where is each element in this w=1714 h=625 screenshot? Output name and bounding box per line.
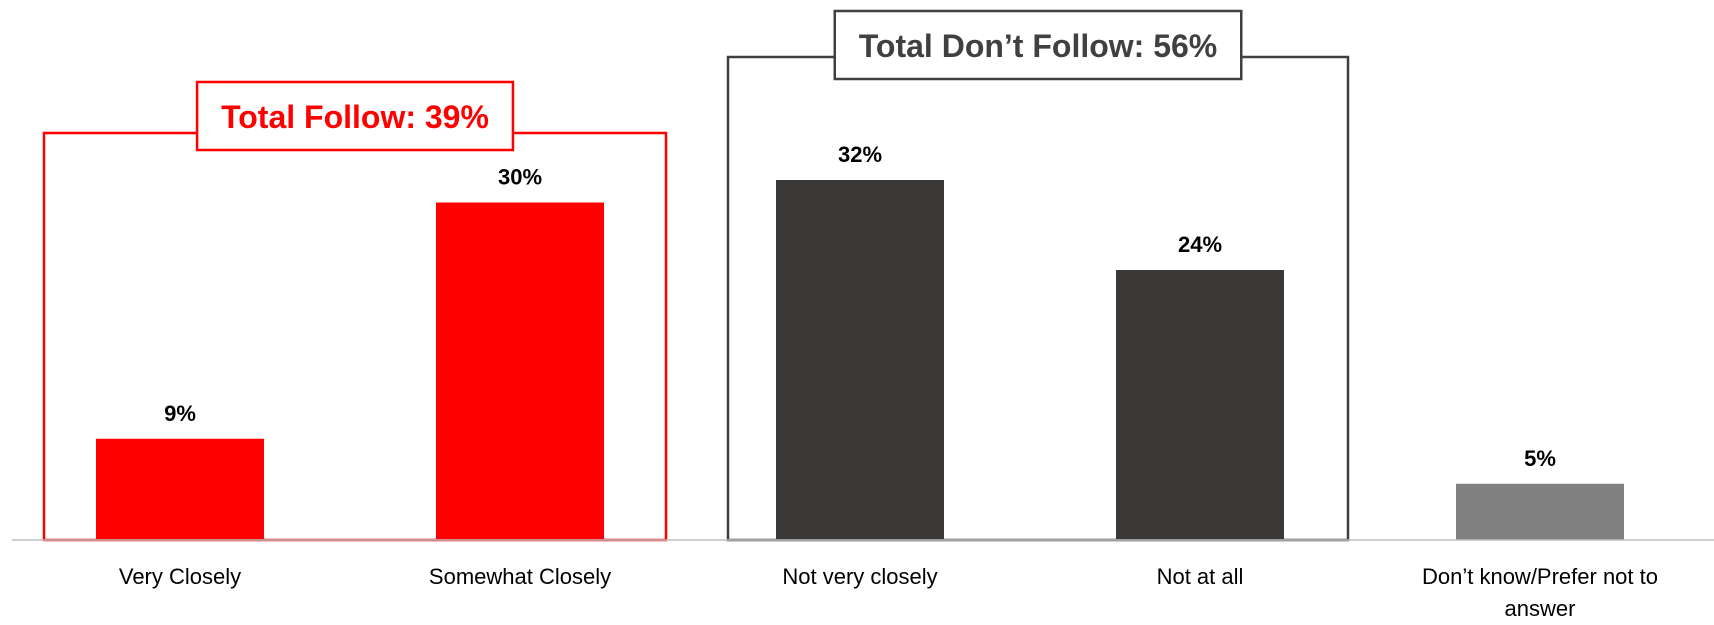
category-label-not-very-closely: Not very closely	[782, 564, 937, 589]
group-title: Total Follow: 39%	[221, 99, 489, 135]
bar-somewhat-closely	[436, 202, 604, 540]
category-label-somewhat-closely: Somewhat Closely	[429, 564, 611, 589]
group-total-follow-39: Total Follow: 39%	[42, 80, 668, 542]
group-boxes: Total Follow: 39% Total Don’t Follow: 56%	[42, 9, 1350, 542]
group-total-dont-follow-56: Total Don’t Follow: 56%	[726, 9, 1350, 542]
bars	[96, 180, 1624, 540]
value-label-not-very-closely: 32%	[838, 142, 882, 167]
category-labels: Very Closely Somewhat Closely Not very clo…	[119, 564, 1658, 621]
value-label-very-closely: 9%	[164, 401, 196, 426]
group-title: Total Don’t Follow: 56%	[859, 28, 1218, 64]
bar-not-at-all	[1116, 270, 1284, 540]
value-label-not-at-all: 24%	[1178, 232, 1222, 257]
value-label-somewhat-closely: 30%	[498, 165, 542, 190]
value-label-dont-know-prefer-not-to-answer: 5%	[1524, 446, 1556, 471]
group-title-box	[833, 9, 1243, 81]
category-label-very-closely: Very Closely	[119, 564, 241, 589]
bar-dont-know-prefer-not-to-answer	[1456, 483, 1624, 540]
category-label-not-at-all: Not at all	[1157, 564, 1244, 589]
category-label-dont-know-prefer-not-to-answer: Don’t know/Prefer not to answer	[1422, 564, 1658, 621]
value-labels: 9% 30% 32% 24% 5%	[164, 142, 1556, 471]
bar-very-closely	[96, 438, 264, 540]
group-title-box	[195, 80, 515, 152]
bar-not-very-closely	[776, 180, 944, 540]
